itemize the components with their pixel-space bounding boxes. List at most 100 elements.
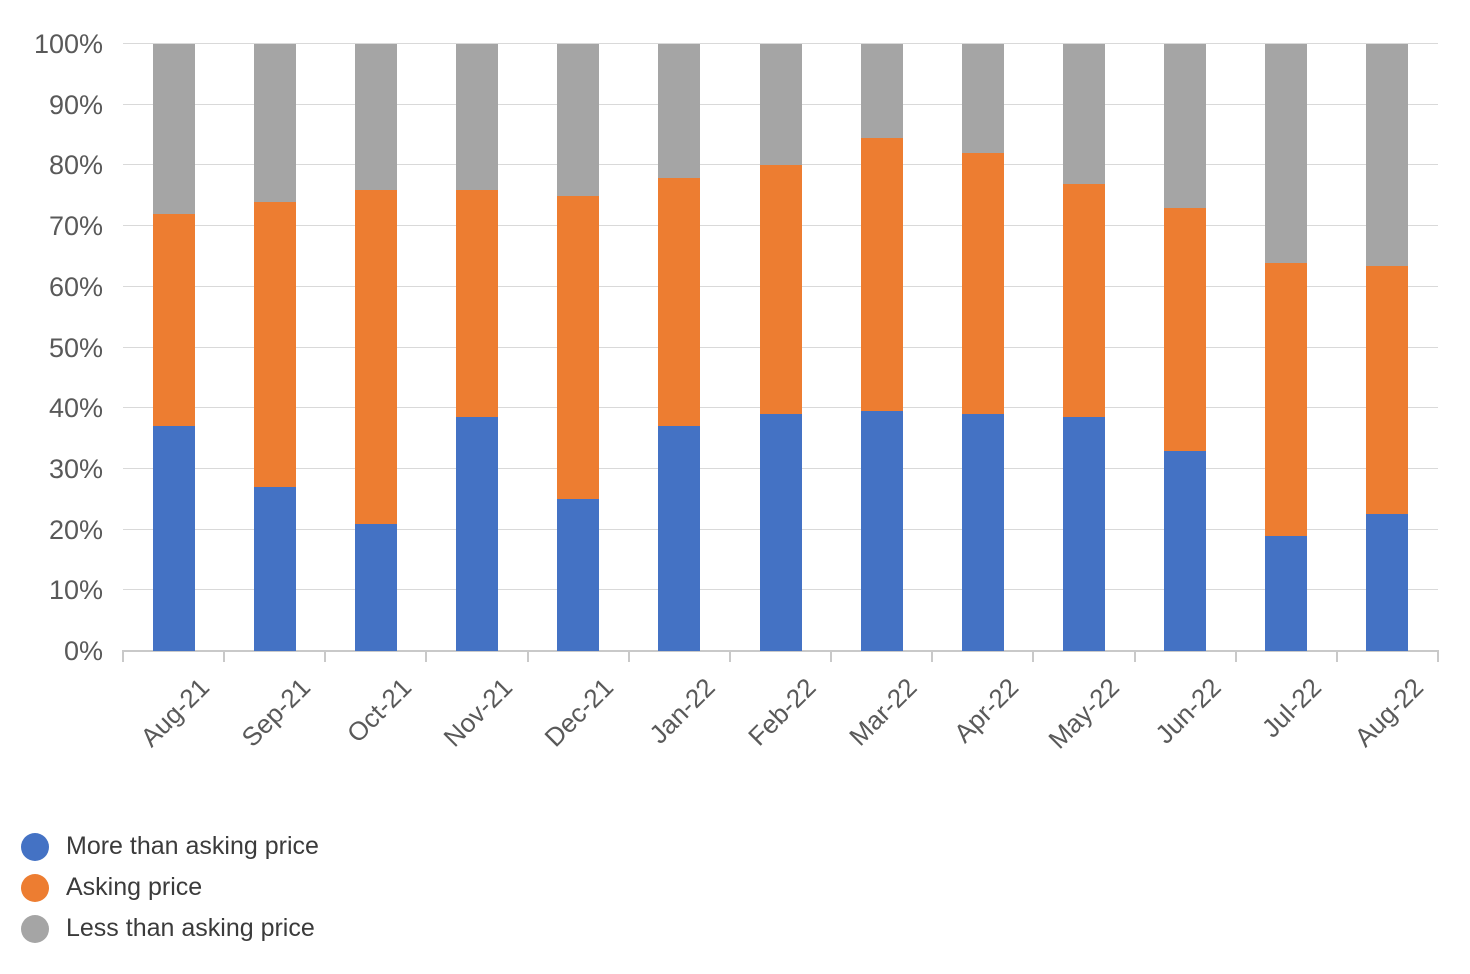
bar-segment-asking-price[interactable]: [152, 213, 195, 427]
x-axis-label: Aug-22: [1348, 672, 1429, 753]
bar-mar-22: [860, 44, 903, 651]
x-axis-tick: [1437, 650, 1439, 662]
x-axis-label: Feb-22: [742, 672, 822, 752]
legend-item-more-than-asking-price[interactable]: More than asking price: [21, 826, 319, 867]
bar-segment-less-than-asking-price[interactable]: [1164, 44, 1207, 208]
x-axis-tick: [728, 650, 731, 662]
bar-sep-21: [253, 44, 296, 651]
legend-swatch-less-than-asking-price-icon: [21, 914, 49, 943]
x-axis-tick: [526, 650, 529, 662]
bar-segment-less-than-asking-price[interactable]: [152, 44, 195, 214]
bar-segment-asking-price[interactable]: [1366, 265, 1409, 515]
legend-swatch-more-than-asking-price-icon: [21, 832, 49, 861]
gridline: [123, 43, 1438, 44]
bar-segment-more-than-asking-price[interactable]: [1265, 535, 1308, 651]
x-axis-tick: [931, 650, 934, 662]
x-axis-tick: [425, 650, 428, 662]
bar-nov-21: [456, 44, 499, 651]
x-axis-tick: [1032, 650, 1035, 662]
x-axis-label: Jul-22: [1256, 672, 1328, 744]
bar-segment-less-than-asking-price[interactable]: [658, 44, 701, 178]
bar-segment-more-than-asking-price[interactable]: [860, 411, 903, 651]
bar-segment-more-than-asking-price[interactable]: [1062, 417, 1105, 651]
legend-item-less-than-asking-price[interactable]: Less than asking price: [21, 908, 319, 949]
bar-segment-less-than-asking-price[interactable]: [1366, 44, 1409, 266]
x-axis-tick: [324, 650, 327, 662]
bar-segment-less-than-asking-price[interactable]: [557, 44, 600, 196]
bar-segment-asking-price[interactable]: [253, 201, 296, 488]
x-axis-label: Sep-21: [235, 672, 316, 753]
y-axis-label: 20%: [48, 514, 103, 545]
bar-segment-more-than-asking-price[interactable]: [456, 417, 499, 651]
bar-segment-more-than-asking-price[interactable]: [253, 487, 296, 651]
bar-segment-less-than-asking-price[interactable]: [759, 44, 802, 166]
x-axis-label: Oct-21: [340, 672, 418, 749]
bar-segment-more-than-asking-price[interactable]: [1366, 514, 1409, 651]
bar-oct-21: [354, 44, 397, 651]
y-axis-label: 30%: [48, 453, 103, 484]
bar-dec-21: [557, 44, 600, 651]
bar-segment-more-than-asking-price[interactable]: [152, 426, 195, 651]
x-axis-tick: [1133, 650, 1136, 662]
bar-segment-more-than-asking-price[interactable]: [354, 523, 397, 651]
y-axis-label: 90%: [48, 89, 103, 120]
bar-segment-less-than-asking-price[interactable]: [1062, 44, 1105, 184]
legend-swatch-asking-price-icon: [21, 873, 49, 902]
bar-segment-asking-price[interactable]: [860, 138, 903, 412]
plot-area: [122, 43, 1439, 662]
legend: More than asking price Asking price Less…: [21, 826, 319, 949]
bar-segment-less-than-asking-price[interactable]: [354, 44, 397, 190]
bar-aug-21: [152, 44, 195, 651]
bar-segment-asking-price[interactable]: [1062, 183, 1105, 418]
y-axis-label: 0%: [63, 636, 103, 666]
y-axis-label: 70%: [48, 211, 103, 242]
bar-segment-more-than-asking-price[interactable]: [557, 499, 600, 651]
bar-segment-asking-price[interactable]: [557, 195, 600, 500]
legend-label: Asking price: [66, 873, 203, 901]
y-axis-label: 60%: [48, 271, 103, 302]
bar-segment-asking-price[interactable]: [759, 165, 802, 415]
y-axis-label: 100%: [33, 29, 103, 59]
legend-item-asking-price[interactable]: Asking price: [21, 867, 319, 908]
bar-apr-22: [961, 44, 1004, 651]
bar-aug-22: [1366, 44, 1409, 651]
bar-jun-22: [1164, 44, 1207, 651]
x-axis-label: May-22: [1042, 672, 1126, 755]
bar-jul-22: [1265, 44, 1308, 651]
legend-label: More than asking price: [66, 832, 319, 860]
x-axis-tick: [830, 650, 833, 662]
bar-segment-more-than-asking-price[interactable]: [961, 414, 1004, 651]
x-axis-label: Apr-22: [947, 672, 1025, 749]
bar-segment-less-than-asking-price[interactable]: [456, 44, 499, 190]
bar-segment-less-than-asking-price[interactable]: [1265, 44, 1308, 263]
bar-segment-more-than-asking-price[interactable]: [1164, 450, 1207, 651]
bar-may-22: [1062, 44, 1105, 651]
bar-segment-less-than-asking-price[interactable]: [961, 44, 1004, 154]
x-axis-label: Mar-22: [843, 672, 923, 752]
y-axis-label: 50%: [48, 332, 103, 363]
y-axis-label: 80%: [48, 150, 103, 181]
bar-segment-less-than-asking-price[interactable]: [860, 44, 903, 139]
x-axis-label: Nov-21: [437, 672, 519, 753]
x-axis-label: Dec-21: [538, 672, 620, 753]
x-axis-tick: [223, 650, 226, 662]
bar-segment-more-than-asking-price[interactable]: [759, 414, 802, 651]
x-axis-tick: [122, 650, 124, 662]
x-axis-tick: [1335, 650, 1338, 662]
x-axis-label: Aug-21: [134, 672, 215, 753]
bar-segment-asking-price[interactable]: [354, 189, 397, 524]
x-axis-tick: [1234, 650, 1237, 662]
bar-segment-asking-price[interactable]: [1265, 262, 1308, 536]
bar-segment-asking-price[interactable]: [456, 189, 499, 418]
bar-segment-asking-price[interactable]: [961, 153, 1004, 415]
legend-label: Less than asking price: [66, 914, 315, 942]
bar-segment-asking-price[interactable]: [658, 177, 701, 427]
y-axis-label: 40%: [48, 393, 103, 424]
bar-segment-less-than-asking-price[interactable]: [253, 44, 296, 202]
y-axis: 0% 10% 20% 30% 40% 50% 60% 70% 80% 90% 100%: [0, 0, 103, 700]
bar-feb-22: [759, 44, 802, 651]
bar-segment-more-than-asking-price[interactable]: [658, 426, 701, 651]
bar-segment-asking-price[interactable]: [1164, 207, 1207, 451]
x-axis-label: Jun-22: [1148, 672, 1227, 750]
